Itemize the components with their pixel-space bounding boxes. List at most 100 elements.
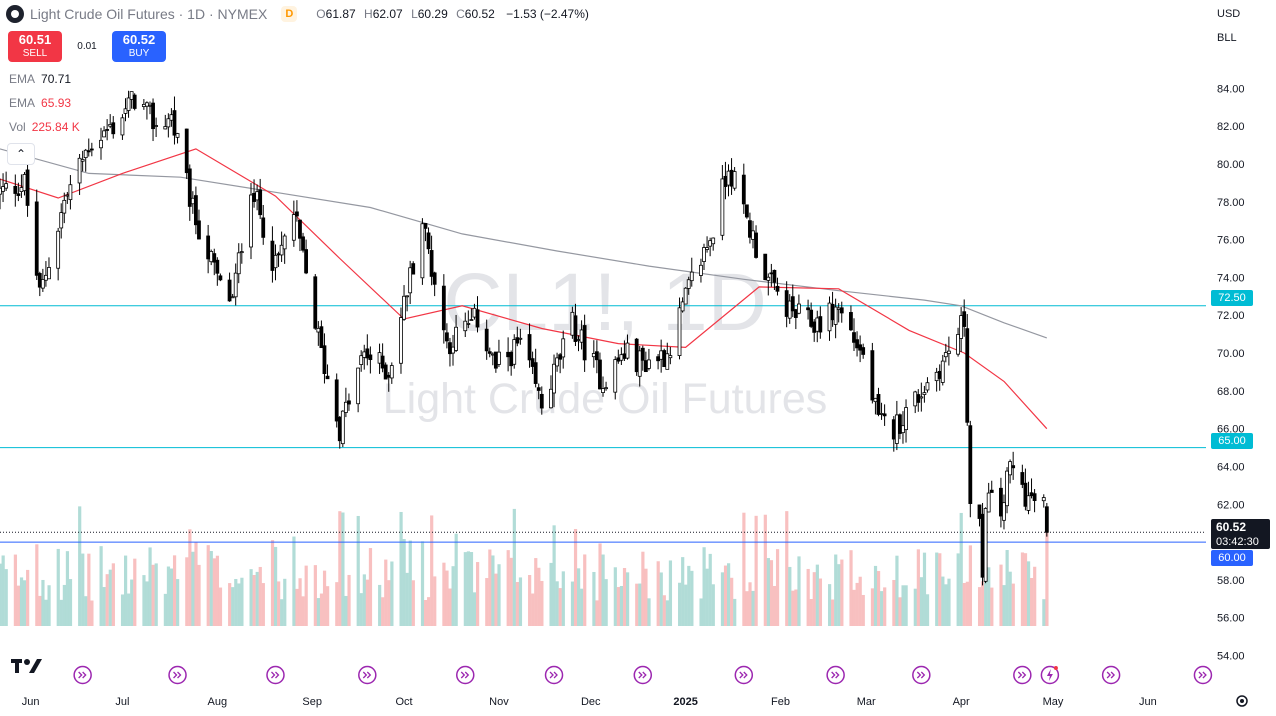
indicator-volume[interactable]: Vol 225.84 K xyxy=(9,120,80,134)
volume-bar xyxy=(258,566,262,626)
candle-body xyxy=(748,220,752,238)
volume-bar xyxy=(1020,552,1025,626)
volume-bar xyxy=(962,582,966,626)
volume-bar xyxy=(59,599,63,626)
symbol-title[interactable]: Light Crude Oil Futures · 1D · NYMEX xyxy=(30,6,268,22)
candle-body xyxy=(145,102,149,107)
volume-bar xyxy=(883,587,887,626)
indicator-ema-fast[interactable]: EMA 65.93 xyxy=(9,96,71,110)
indicator-value: 225.84 K xyxy=(31,120,80,134)
candle-body xyxy=(316,327,321,333)
indicator-value: 70.71 xyxy=(41,72,72,86)
sell-button[interactable]: 60.51 SELL xyxy=(8,31,62,62)
roll-circle xyxy=(168,665,187,685)
volume-bar xyxy=(280,599,284,626)
contract-roll-icon[interactable] xyxy=(633,665,653,685)
volume-bar xyxy=(292,536,296,626)
candle-body xyxy=(19,187,24,192)
chevron-up-icon[interactable]: ⌃ xyxy=(7,143,35,165)
unit-selector[interactable]: BLL xyxy=(1211,28,1257,48)
volume-bar xyxy=(188,529,192,626)
volume-bar xyxy=(356,515,360,626)
candle-body xyxy=(913,391,918,407)
volume-bar xyxy=(252,575,256,626)
candle-body xyxy=(512,339,517,365)
volume-bar xyxy=(745,591,749,626)
event-markers[interactable] xyxy=(73,665,1213,685)
volume-bar xyxy=(797,556,801,626)
volume-bar xyxy=(102,587,106,626)
candle-body xyxy=(463,320,468,332)
candle-body xyxy=(1002,502,1006,521)
candle-body xyxy=(218,275,223,281)
candle-body xyxy=(613,359,618,393)
volume-bar xyxy=(448,588,452,626)
candle-body xyxy=(22,174,27,192)
indicator-ema-slow[interactable]: EMA 70.71 xyxy=(9,72,71,86)
candle-body xyxy=(187,168,192,207)
volume-bar xyxy=(62,584,66,626)
price-tick-label: 72.00 xyxy=(1217,310,1245,322)
buy-button[interactable]: 60.52 BUY xyxy=(112,31,166,62)
level-label-60-00[interactable]: 60.00 xyxy=(1211,550,1253,566)
volume-bar xyxy=(255,571,259,626)
settings-gear-icon[interactable] xyxy=(1234,693,1250,709)
contract-roll-icon[interactable] xyxy=(826,665,845,685)
price-tick-label: 80.00 xyxy=(1217,159,1245,171)
level-label-65-00[interactable]: 65.00 xyxy=(1211,433,1253,449)
currency-selector[interactable]: USD xyxy=(1211,4,1257,24)
level-label-72-50[interactable]: 72.50 xyxy=(1211,290,1253,306)
contract-roll-icon[interactable] xyxy=(1101,665,1121,685)
horizontal-levels xyxy=(0,305,1206,543)
contract-roll-icon[interactable] xyxy=(266,665,285,685)
volume-bar xyxy=(47,585,51,626)
volume-bar xyxy=(625,572,630,626)
candle-body xyxy=(108,124,113,127)
candle-body xyxy=(965,328,970,423)
candle-body xyxy=(282,235,287,250)
candle-body xyxy=(683,287,688,305)
contract-roll-icon[interactable] xyxy=(734,665,754,685)
contract-roll-icon[interactable] xyxy=(544,665,564,685)
time-tick-label: 2025 xyxy=(673,696,697,708)
volume-bar xyxy=(1033,566,1037,626)
candle-body xyxy=(169,114,174,121)
candle-body xyxy=(968,425,973,504)
volume-bar xyxy=(172,555,177,626)
contract-roll-icon[interactable] xyxy=(456,665,475,685)
contract-roll-icon[interactable] xyxy=(1193,665,1213,685)
volume-bar xyxy=(849,550,853,626)
delayed-data-badge[interactable]: D xyxy=(281,6,298,22)
volume-bar xyxy=(999,564,1003,626)
volume-bar xyxy=(430,515,434,626)
tradingview-logo-icon[interactable] xyxy=(11,657,43,675)
contract-roll-icon[interactable] xyxy=(168,665,187,685)
candle-body xyxy=(809,309,814,327)
volume-bar xyxy=(1042,599,1046,626)
volume-bar xyxy=(1002,585,1006,626)
contract-roll-icon[interactable] xyxy=(912,665,931,685)
candle-body xyxy=(408,267,413,294)
price-axis[interactable]: 54.00 56.00 58.00 60.00 62.00 64.00 66.00 68.00… xyxy=(1206,0,1276,716)
candle-body xyxy=(549,388,553,409)
contract-roll-icon[interactable] xyxy=(73,665,92,685)
candle-body xyxy=(383,364,388,380)
volume-bar xyxy=(378,584,382,626)
candle-body xyxy=(270,240,275,271)
candle-body xyxy=(359,355,364,365)
volume-bar xyxy=(209,551,213,626)
time-axis[interactable]: Jun Jul Aug Sep Oct Nov Dec 2025 Feb Mar Apr May Jun xyxy=(0,688,1206,716)
volume-bar xyxy=(347,574,351,626)
price-tick-label: 64.00 xyxy=(1217,461,1245,473)
lightning-icon[interactable] xyxy=(1040,665,1060,685)
volume-bar xyxy=(463,552,467,626)
candle-body xyxy=(148,104,152,107)
candles xyxy=(0,90,1049,586)
contract-roll-icon[interactable] xyxy=(358,665,377,685)
candle-body xyxy=(487,351,492,354)
volume-bar xyxy=(234,578,238,626)
contract-roll-icon[interactable] xyxy=(1013,665,1032,685)
candle-body xyxy=(833,306,838,325)
